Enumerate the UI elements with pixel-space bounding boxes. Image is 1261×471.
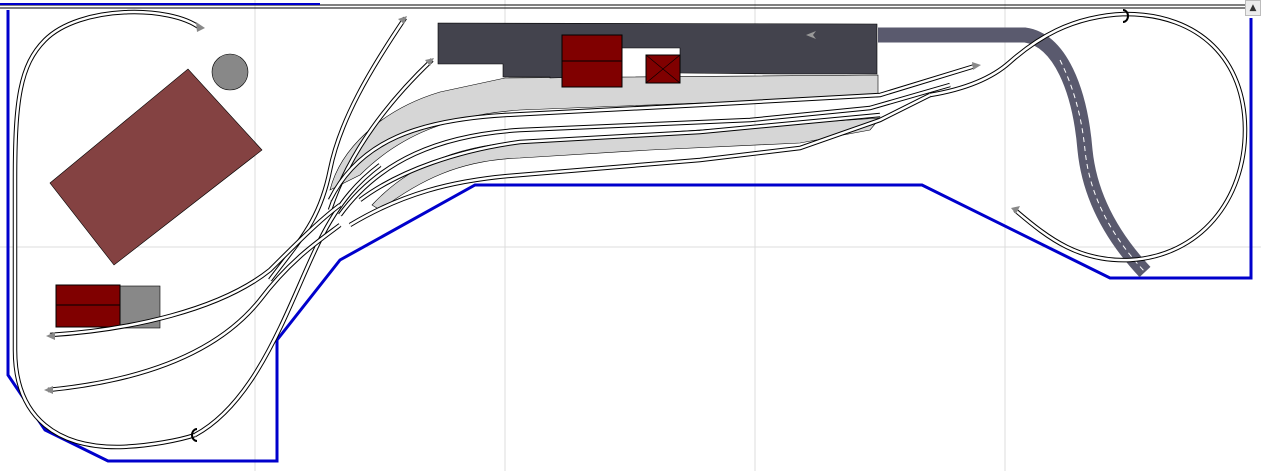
track-segment[interactable] [47,223,341,392]
direction-arrow [806,31,816,39]
baseboard-outline [6,10,1253,463]
goods-shed-small [645,54,681,84]
bridge-track [878,27,1151,278]
barn-building [49,68,263,266]
track-segment[interactable] [359,113,881,202]
track-segment[interactable] [929,12,1247,262]
track-layer[interactable] [12,9,1248,450]
track-segment[interactable] [49,204,341,337]
track-segment[interactable] [194,164,381,437]
buffer-stop [1122,9,1129,23]
bridge-track-centre [1059,59,1146,273]
water-tank [211,53,249,91]
arrow-up-icon: ▲ [1249,3,1257,13]
track-segment[interactable] [13,10,201,449]
buffer-stop [191,428,198,442]
goods-shed-large [561,34,623,88]
track-segment[interactable] [338,83,951,216]
track-end-arrows [44,16,1020,394]
scroll-up-button[interactable]: ▲ [1245,0,1261,16]
track-segment[interactable] [349,93,931,227]
track-segment[interactable] [328,64,976,201]
